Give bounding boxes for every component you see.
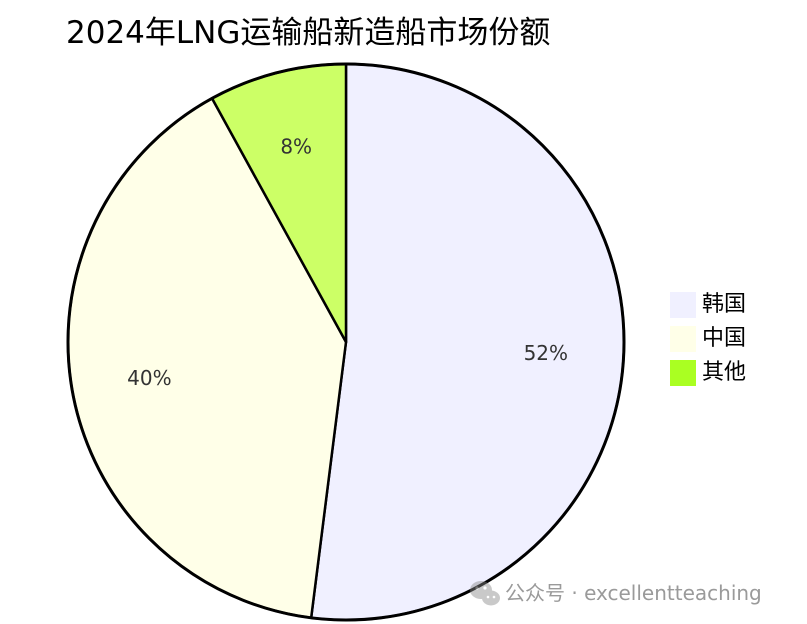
legend-label: 韩国 [702,292,746,317]
slice-labels: 52% 40% 8% [127,135,568,390]
watermark-text: 公众号 · excellentteaching [505,581,762,605]
pie-slice [309,62,626,622]
slice-label: 40% [127,366,171,390]
legend-swatch [670,360,696,386]
slice-label: 52% [524,341,568,365]
chart-title: 2024年LNG运输船新造船市场份额 [66,15,550,51]
legend-swatch [670,326,696,352]
legend-swatch [670,292,696,318]
slice-label: 8% [280,135,312,159]
wechat-icon [470,581,500,606]
legend-label: 其他 [702,360,746,385]
legend-label: 中国 [702,326,746,351]
pie-outline [66,62,626,622]
watermark: 公众号 · excellentteaching [470,581,762,606]
